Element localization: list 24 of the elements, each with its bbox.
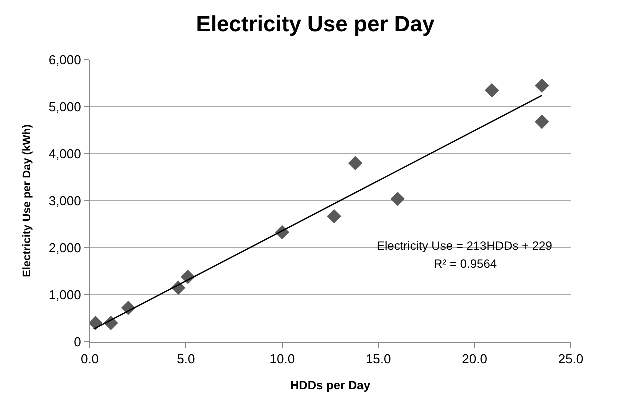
x-tick-label: 20.0 [462, 352, 488, 367]
x-tick-label: 15.0 [366, 352, 392, 367]
y-tick-label: 0 [74, 334, 82, 350]
point [534, 78, 550, 93]
point [327, 209, 342, 224]
point [348, 156, 363, 171]
y-tick-label: 1,000 [48, 288, 82, 303]
point [534, 114, 550, 130]
annotation: R² = 0.9564 [434, 257, 498, 271]
point [484, 83, 500, 98]
y-axis-title: Electricity Use per Day (kWh) [22, 124, 34, 278]
annotation: Electricity Use = 213HDDs + 229 [377, 239, 553, 253]
point [390, 192, 405, 206]
y-tick-label: 2,000 [48, 240, 82, 256]
y-tick-label: 4,000 [48, 146, 82, 162]
x-axis-title: HDDs per Day [290, 378, 371, 392]
x-tick-label: 5.0 [177, 352, 196, 367]
x-tick-label: 10.0 [270, 352, 296, 367]
chart-title: Electricity Use per Day [196, 11, 436, 36]
y-tick-label: 3,000 [48, 194, 82, 209]
x-tick-label: 0.0 [80, 352, 100, 367]
y-tick-label: 6,000 [48, 52, 82, 68]
y-tick-label: 5,000 [48, 100, 82, 115]
x-tick-label: 25.0 [558, 352, 584, 367]
